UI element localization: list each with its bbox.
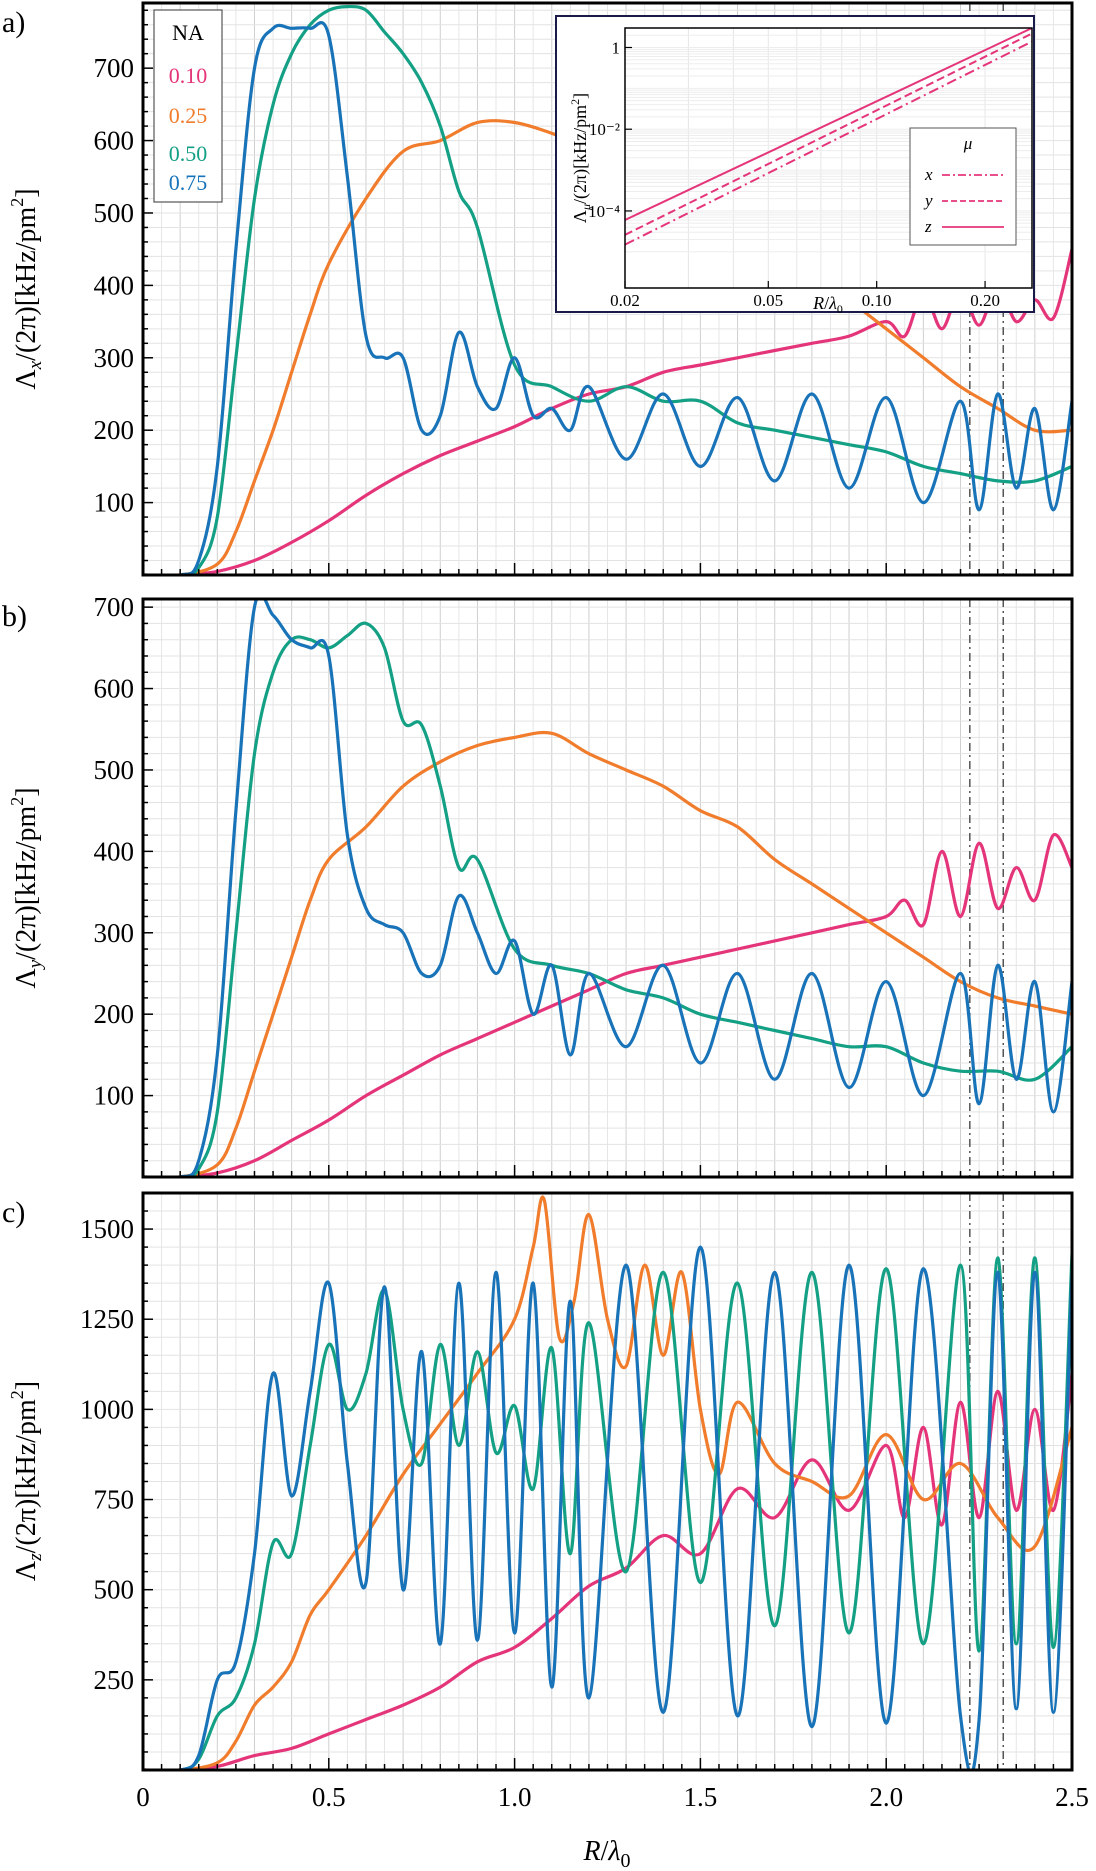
x-tick-label: 1.5 <box>684 1782 718 1812</box>
inset-series-y <box>625 32 1032 236</box>
y-tick-label: 700 <box>94 592 135 622</box>
series-line-na-025 <box>143 119 1072 575</box>
y-tick-label: 500 <box>94 1575 135 1605</box>
legend-entry-na-050: 0.50 <box>169 141 208 166</box>
panel-b-ylabel: Λy/(2π)[kHz/pm2] <box>7 787 46 988</box>
series-line-na-025 <box>143 730 1072 1177</box>
inset-x-tick-label: 0.20 <box>970 291 1000 310</box>
legend-title: NA <box>172 20 204 45</box>
inset-series-x <box>625 40 1032 246</box>
x-tick-label: 2.0 <box>869 1782 903 1812</box>
inset-x-tick-label: 0.05 <box>753 291 783 310</box>
legend-entry-na-075: 0.75 <box>169 170 208 195</box>
series-line-na-010 <box>143 248 1072 575</box>
panel-c-label: c) <box>2 1196 25 1229</box>
y-tick-label: 750 <box>94 1485 135 1515</box>
y-tick-label: 200 <box>94 415 135 445</box>
panel-c-vertical-lines <box>969 1193 1005 1770</box>
inset-series-z <box>625 28 1032 221</box>
x-tick-label: 0 <box>136 1782 150 1812</box>
y-tick-label: 600 <box>94 674 135 704</box>
legend: NA 0.10 0.25 0.50 0.75 <box>153 9 223 203</box>
y-tick-label: 400 <box>94 270 135 300</box>
legend-entry-na-025: 0.25 <box>169 103 208 128</box>
panel-c-frame <box>141 1191 1074 1772</box>
x-tick-label: 0.5 <box>312 1782 346 1812</box>
inset-frame <box>624 27 1033 289</box>
panel-b-label: b) <box>2 600 27 633</box>
panel-a-frame <box>141 1 1074 577</box>
panel-b-series <box>143 599 1072 1177</box>
inset-legend-title: μ <box>963 134 973 153</box>
y-tick-label: 600 <box>94 126 135 156</box>
series-line-na-075 <box>143 599 1072 1177</box>
inset-legend: μ x y z <box>909 127 1017 246</box>
x-tick-label: 1.0 <box>498 1782 532 1812</box>
inset-legend-x: x <box>924 165 933 184</box>
series-line-na-010 <box>143 1373 1072 1770</box>
series-line-na-050 <box>143 621 1072 1177</box>
series-line-na-010 <box>143 833 1072 1177</box>
inset-xlabel: R/λ0 <box>812 293 843 316</box>
inset-legend-box <box>909 127 1017 246</box>
inset-xticks: 0.02 0.05 0.10 0.20 <box>610 281 1000 310</box>
series-line-na-050 <box>143 4 1072 575</box>
inset-y-tick-label: 10⁻⁴ <box>588 202 620 221</box>
inset-y-tick-label: 10⁻² <box>589 120 620 139</box>
y-tick-label: 200 <box>94 999 135 1029</box>
y-tick-label: 300 <box>94 918 135 948</box>
legend-entry-na-010: 0.10 <box>169 63 208 88</box>
inset-legend-y: y <box>923 191 933 210</box>
y-tick-label: 1500 <box>80 1214 134 1244</box>
panel-a: 100 200 300 400 500 600 700 a) Λx/(2π)[kHz/pm2… <box>2 1 1074 577</box>
inset-series <box>625 28 1032 246</box>
panel-a-yticks: 100 200 300 400 500 600 700 <box>94 9 153 562</box>
inset-x-tick-label: 0.10 <box>862 291 892 310</box>
panel-b-frame <box>141 597 1074 1179</box>
y-tick-label: 400 <box>94 836 135 866</box>
legend-box <box>153 9 223 203</box>
inset-legend-z: z <box>924 217 932 236</box>
inset-x-tick-label: 0.02 <box>610 291 640 310</box>
series-line-na-075 <box>143 1245 1072 1770</box>
y-tick-label: 300 <box>94 343 135 373</box>
y-tick-label: 250 <box>94 1665 135 1695</box>
x-axis-label: R/λ0 <box>582 1836 630 1871</box>
panel-a-ylabel: Λx/(2π)[kHz/pm2] <box>7 188 46 389</box>
panel-b: 100 200 300 400 500 600 700 b) Λy/(2π)[kHz/pm2… <box>2 592 1074 1179</box>
y-tick-label: 100 <box>94 1081 135 1111</box>
panel-c-series <box>143 1195 1072 1770</box>
inset-ylabel: Λμ/(2π)[kHz/pm2] <box>568 93 593 223</box>
inset-y-tick-label: 1 <box>612 38 621 57</box>
y-tick-label: 1000 <box>80 1394 134 1424</box>
y-tick-label: 700 <box>94 53 135 83</box>
inset-chart: 10⁻⁴ 10⁻² 1 0.02 0.05 0.10 0.20 R/λ0 Λμ/(2π)[… <box>555 15 1035 316</box>
panel-c-xticks: 0 0.5 1.0 1.5 2.0 2.5 <box>136 1758 1089 1812</box>
panel-a-label: a) <box>2 6 25 39</box>
y-tick-label: 100 <box>94 488 135 518</box>
panel-c-ylabel: Λz/(2π)[kHz/pm2] <box>7 1381 46 1581</box>
panel-c: 250 500 750 1000 1250 1500 0 0.5 1.0 1.5 2.0 2.5 c… <box>2 1191 1089 1871</box>
series-line-na-075 <box>143 21 1072 575</box>
y-tick-label: 500 <box>94 198 135 228</box>
inset-yticks: 10⁻⁴ 10⁻² 1 <box>588 38 632 221</box>
y-tick-label: 500 <box>94 755 135 785</box>
panel-a-series <box>143 4 1072 575</box>
x-tick-label: 2.5 <box>1055 1782 1089 1812</box>
y-tick-label: 1250 <box>80 1304 134 1334</box>
